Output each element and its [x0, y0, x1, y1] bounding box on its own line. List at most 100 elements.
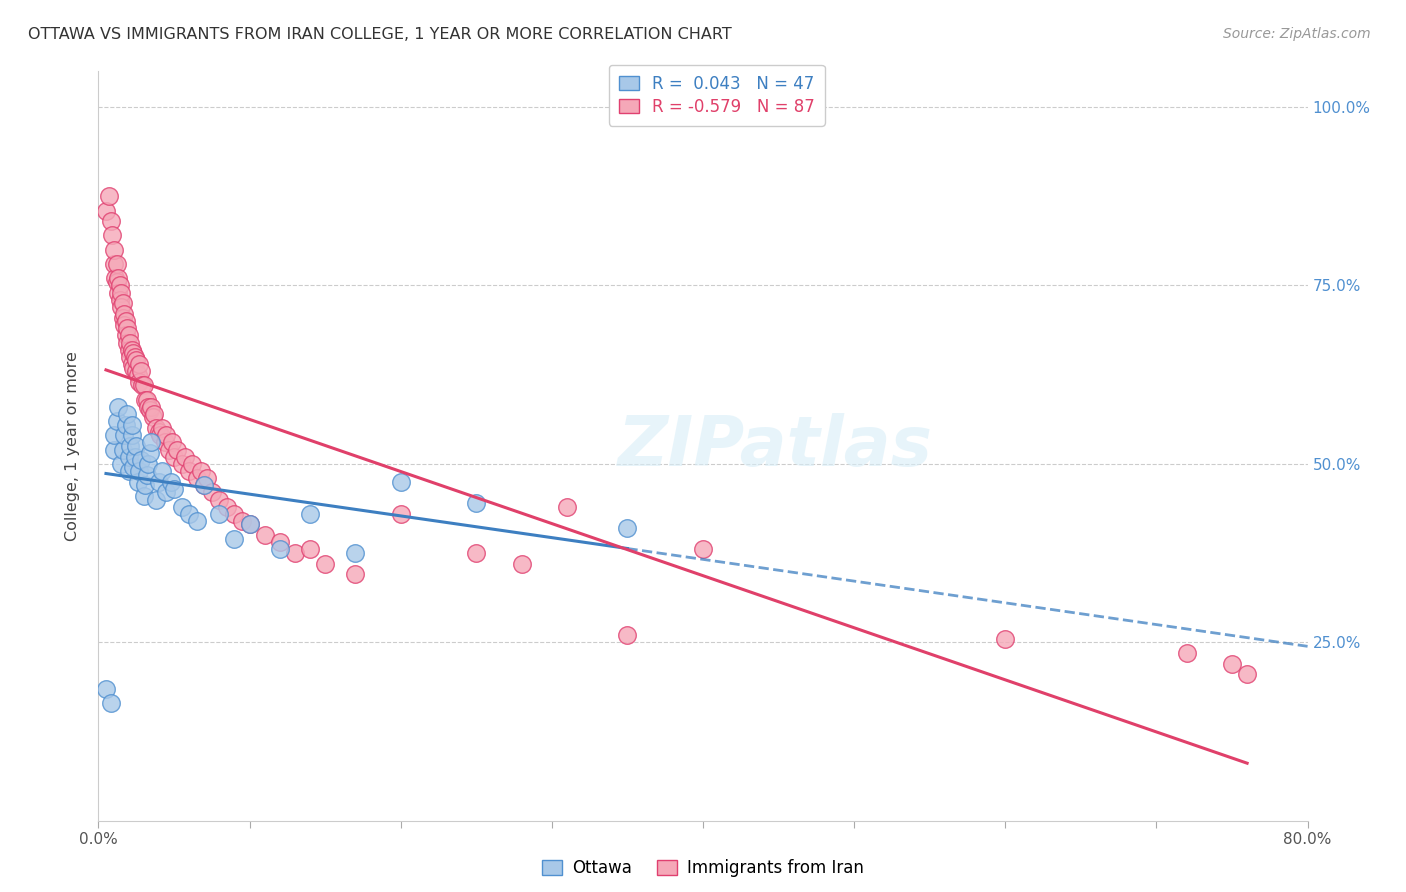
Point: [193, 478, 215, 492]
Point: [994, 632, 1017, 646]
Point: [129, 364, 152, 378]
Point: [105, 257, 128, 271]
Point: [555, 500, 578, 514]
Point: [131, 378, 153, 392]
Point: [128, 357, 150, 371]
Point: [208, 492, 231, 507]
Point: [159, 442, 181, 457]
Text: Source: ZipAtlas.com: Source: ZipAtlas.com: [1223, 27, 1371, 41]
Point: [135, 392, 157, 407]
Point: [389, 475, 412, 489]
Point: [181, 457, 204, 471]
Point: [299, 542, 322, 557]
Point: [143, 407, 166, 421]
Point: [134, 392, 156, 407]
Point: [100, 214, 122, 228]
Point: [114, 417, 136, 432]
Point: [98, 189, 121, 203]
Point: [112, 307, 135, 321]
Point: [179, 507, 201, 521]
Point: [127, 475, 149, 489]
Point: [208, 507, 231, 521]
Point: [692, 542, 714, 557]
Point: [128, 464, 150, 478]
Point: [224, 507, 246, 521]
Point: [111, 296, 134, 310]
Point: [186, 471, 208, 485]
Point: [118, 450, 141, 464]
Point: [105, 414, 128, 428]
Point: [190, 464, 212, 478]
Point: [170, 500, 193, 514]
Point: [107, 400, 129, 414]
Point: [100, 696, 122, 710]
Point: [125, 364, 148, 378]
Point: [145, 421, 167, 435]
Point: [134, 478, 156, 492]
Point: [112, 428, 135, 442]
Point: [1236, 667, 1258, 681]
Point: [121, 417, 143, 432]
Point: [141, 400, 163, 414]
Point: [465, 496, 488, 510]
Point: [173, 450, 195, 464]
Point: [114, 314, 136, 328]
Point: [186, 514, 208, 528]
Point: [163, 450, 186, 464]
Point: [124, 450, 146, 464]
Point: [239, 517, 262, 532]
Point: [107, 271, 129, 285]
Point: [118, 464, 141, 478]
Point: [120, 335, 142, 350]
Point: [129, 453, 152, 467]
Point: [103, 428, 125, 442]
Point: [108, 278, 131, 293]
Point: [224, 532, 246, 546]
Point: [104, 271, 127, 285]
Point: [115, 335, 138, 350]
Point: [195, 471, 218, 485]
Legend: Ottawa, Immigrants from Iran: Ottawa, Immigrants from Iran: [536, 853, 870, 884]
Point: [118, 328, 141, 343]
Point: [103, 257, 125, 271]
Point: [121, 428, 143, 442]
Point: [101, 228, 124, 243]
Point: [110, 300, 132, 314]
Point: [170, 457, 193, 471]
Point: [1220, 657, 1243, 671]
Point: [120, 439, 142, 453]
Point: [616, 628, 638, 642]
Point: [132, 489, 155, 503]
Point: [122, 360, 145, 375]
Point: [115, 321, 138, 335]
Point: [253, 528, 276, 542]
Point: [163, 482, 186, 496]
Point: [139, 403, 162, 417]
Point: [155, 428, 177, 442]
Point: [150, 464, 173, 478]
Point: [121, 357, 143, 371]
Point: [127, 368, 149, 382]
Point: [510, 557, 533, 571]
Point: [141, 435, 163, 450]
Point: [108, 293, 131, 307]
Point: [389, 507, 412, 521]
Point: [155, 485, 177, 500]
Point: [125, 353, 148, 368]
Point: [231, 514, 253, 528]
Point: [125, 439, 148, 453]
Point: [115, 407, 138, 421]
Point: [103, 243, 125, 257]
Point: [1175, 646, 1198, 660]
Point: [122, 460, 145, 475]
Point: [179, 464, 201, 478]
Point: [148, 425, 170, 439]
Point: [111, 442, 134, 457]
Point: [118, 343, 141, 357]
Point: [160, 475, 183, 489]
Point: [142, 410, 165, 425]
Point: [153, 435, 176, 450]
Point: [284, 546, 307, 560]
Point: [269, 542, 291, 557]
Point: [122, 346, 145, 360]
